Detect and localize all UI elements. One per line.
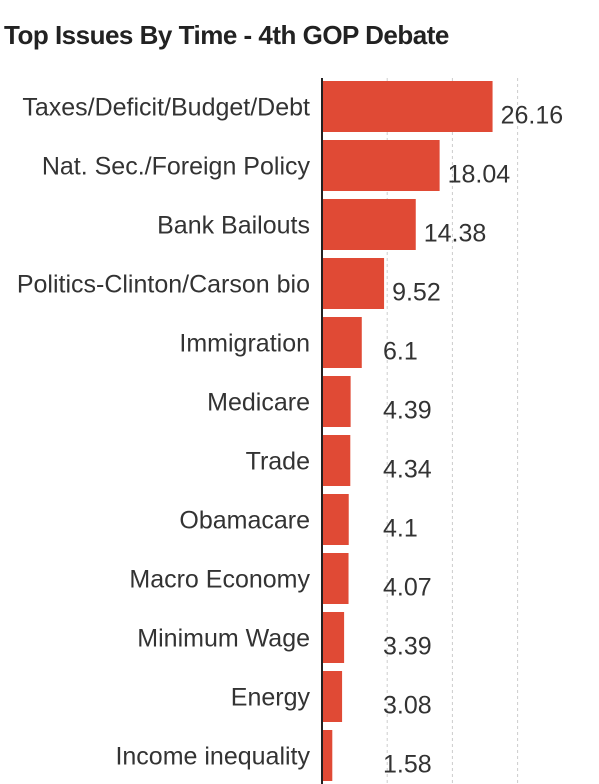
bar-10 xyxy=(322,671,343,722)
category-label-8: Macro Economy xyxy=(129,566,310,594)
category-label-5: Medicare xyxy=(207,389,310,417)
bar-2 xyxy=(322,199,416,250)
category-labels: Taxes/Deficit/Budget/Debt Nat. Sec./Forei… xyxy=(17,94,311,771)
value-label-1: 18.04 xyxy=(448,161,511,189)
value-label-7: 4.1 xyxy=(383,515,418,543)
bar-11 xyxy=(322,730,333,781)
category-label-11: Income inequality xyxy=(115,743,310,771)
bar-7 xyxy=(322,494,349,545)
bar-4 xyxy=(322,317,362,368)
value-labels: 26.16 18.04 14.38 9.52 6.1 4.39 4.34 4.1 4.07 3.3… xyxy=(383,102,563,779)
bar-8 xyxy=(322,553,349,604)
category-label-2: Bank Bailouts xyxy=(157,212,310,240)
value-label-11: 1.58 xyxy=(383,751,432,779)
value-label-4: 6.1 xyxy=(383,338,418,366)
value-label-9: 3.39 xyxy=(383,633,432,661)
bar-3 xyxy=(322,258,385,309)
bar-1 xyxy=(322,140,440,191)
category-label-4: Immigration xyxy=(179,330,310,358)
value-label-10: 3.08 xyxy=(383,692,432,720)
chart-title: Top Issues By Time - 4th GOP Debate xyxy=(4,20,449,50)
category-label-0: Taxes/Deficit/Budget/Debt xyxy=(22,94,310,122)
value-label-6: 4.34 xyxy=(383,456,432,484)
value-label-0: 26.16 xyxy=(501,102,564,130)
bar-6 xyxy=(322,435,351,486)
value-label-5: 4.39 xyxy=(383,397,432,425)
gridlines xyxy=(386,78,519,784)
bar-5 xyxy=(322,376,351,427)
category-label-6: Trade xyxy=(246,448,310,476)
value-label-2: 14.38 xyxy=(424,220,487,248)
bar-0 xyxy=(322,81,493,132)
category-label-3: Politics-Clinton/Carson bio xyxy=(17,271,310,299)
value-label-8: 4.07 xyxy=(383,574,432,602)
category-label-10: Energy xyxy=(231,684,311,712)
value-label-3: 9.52 xyxy=(392,279,441,307)
category-label-7: Obamacare xyxy=(179,507,310,535)
bar-9 xyxy=(322,612,345,663)
category-label-9: Minimum Wage xyxy=(137,625,310,653)
bars xyxy=(322,81,493,781)
category-label-1: Nat. Sec./Foreign Policy xyxy=(42,153,311,181)
